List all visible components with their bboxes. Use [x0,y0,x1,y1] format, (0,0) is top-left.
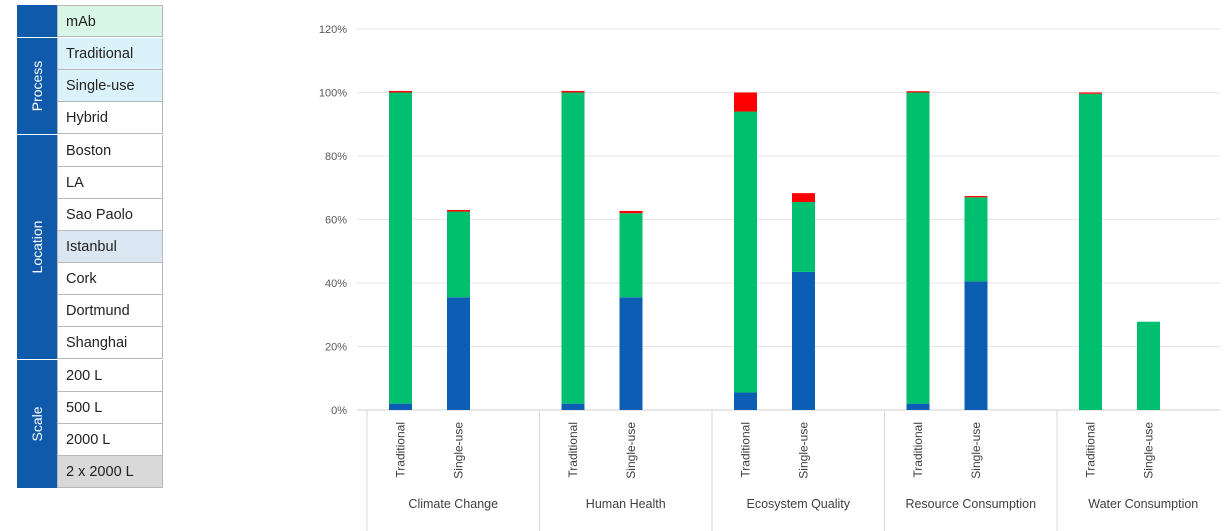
y-tick-label: 0% [331,405,347,417]
slicer-item-2000-l[interactable]: 2000 L [57,424,163,456]
y-tick-label: 20% [325,342,347,354]
bar-segment [447,297,470,410]
bar-segment [792,271,815,410]
x-tick-label: Single-use [797,422,811,479]
slicer-item-500-l[interactable]: 500 L [57,392,163,424]
bar-segment [1079,92,1102,94]
slicer-group-product: mAb [17,5,163,38]
slicer-item-single-use[interactable]: Single-use [57,70,163,102]
bar-segment [792,193,815,203]
bar-segment [906,403,930,410]
x-tick-label: Traditional [394,422,408,478]
y-tick-label: 60% [325,215,347,227]
x-tick-label: Traditional [1084,422,1098,478]
category-label: Resource Consumption [905,497,1036,511]
bar-segment [447,211,470,298]
bar-segment [792,202,815,272]
bar-segment [734,92,757,112]
slicer-item-cork[interactable]: Cork [57,263,163,295]
y-tick-label: 120% [319,24,347,36]
bar-segment [734,111,757,393]
bar-segment [561,403,585,410]
bar-segment [964,197,988,282]
slicer-group-label-text: Scale [29,406,45,442]
x-tick-label: Traditional [566,422,580,478]
slicer-item-boston[interactable]: Boston [57,135,163,167]
slicer-group-label [17,5,57,37]
slicer-group-label: Scale [17,360,57,488]
category-label: Climate Change [408,497,498,511]
slicer-item-2-x-2000-l[interactable]: 2 x 2000 L [57,456,163,488]
x-tick-label: Traditional [911,422,925,478]
bar-segment [389,403,412,410]
x-tick-label: Single-use [624,422,638,479]
bar-segment [389,90,412,93]
x-tick-label: Single-use [452,422,466,479]
bar-segment [561,92,585,404]
slicer-group-location: Location Boston LA Sao Paolo Istanbul Cork Dor… [17,135,163,360]
slicer-group-label-text: Location [29,220,45,274]
category-label: Ecosystem Quality [746,497,850,511]
bar-segment [964,196,988,198]
slicer-item-shanghai[interactable]: Shanghai [57,327,163,359]
slicer-items: Traditional Single-use Hybrid [57,38,163,134]
category-label: Human Health [586,497,666,511]
slicer-item-istanbul[interactable]: Istanbul [57,231,163,263]
slicer-item-200-l[interactable]: 200 L [57,360,163,392]
bar-segment [1137,321,1160,410]
y-tick-label: 80% [325,151,347,163]
bar-segment [906,92,930,404]
bar-segment [561,90,585,93]
category-label: Water Consumption [1088,497,1198,511]
bar-segment [619,213,643,298]
x-tick-label: Single-use [1142,422,1156,479]
x-tick-label: Single-use [969,422,983,479]
slicer-item-sao-paolo[interactable]: Sao Paolo [57,199,163,231]
bar-segment [389,92,412,404]
stacked-bar-chart: 0% 20% 40% 60% 80% 100% 120% Traditional Single-… [319,24,1220,531]
bar-segment [619,210,643,214]
slicer-item-dortmund[interactable]: Dortmund [57,295,163,327]
slicer-panel: mAb Process Traditional Single-use Hybrid Loc… [17,5,163,489]
bar-segment [619,297,643,410]
slicer-item-la[interactable]: LA [57,167,163,199]
slicer-group-label: Location [17,135,57,359]
bar-segment [734,392,757,410]
bar-segment [447,209,470,212]
slicer-item-mab[interactable]: mAb [57,5,163,37]
slicer-items: mAb [57,5,163,37]
slicer-group-process: Process Traditional Single-use Hybrid [17,38,163,135]
slicer-group-label: Process [17,38,57,134]
slicer-items: Boston LA Sao Paolo Istanbul Cork Dortmund Sha… [57,135,163,359]
bar-segment [1079,93,1102,411]
slicer-group-label-text: Process [29,60,45,112]
bar-segment [906,91,930,93]
slicer-item-traditional[interactable]: Traditional [57,38,163,70]
bar-segment [964,281,988,410]
y-tick-label: 40% [325,278,347,290]
y-tick-label: 100% [319,88,347,100]
slicer-item-hybrid[interactable]: Hybrid [57,102,163,134]
x-tick-label: Traditional [739,422,753,478]
